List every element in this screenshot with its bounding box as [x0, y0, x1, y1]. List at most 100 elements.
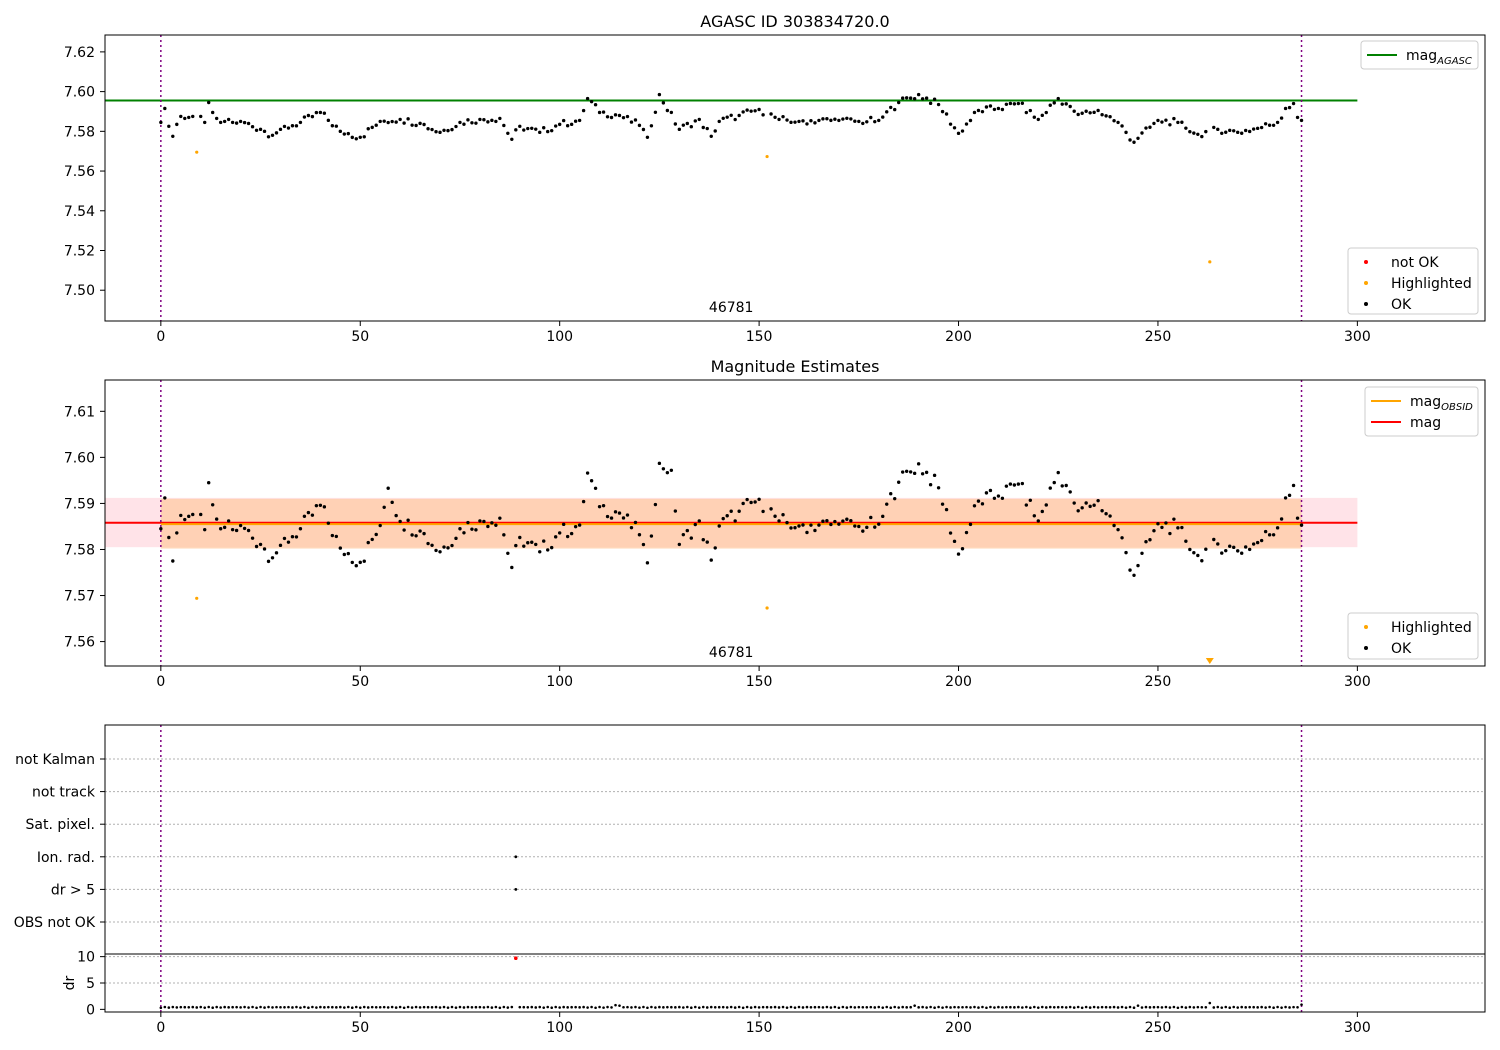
ok-point: [370, 125, 374, 130]
ok-point: [546, 548, 550, 552]
ok-point: [996, 494, 1001, 498]
ok-point: [889, 492, 893, 496]
dr-point: [406, 1005, 410, 1009]
ok-point: [338, 129, 343, 134]
dr-point: [1108, 1005, 1112, 1009]
dr-point: [303, 1005, 306, 1009]
dr-point: [1144, 1005, 1148, 1009]
dr-point: [374, 1005, 378, 1009]
dr-point: [398, 1005, 402, 1009]
ok-point: [1092, 110, 1096, 115]
highlighted-point: [195, 596, 199, 600]
x-tick-label: 300: [1344, 674, 1371, 690]
ok-point: [442, 128, 446, 132]
dr-point: [574, 1005, 577, 1009]
ok-point: [322, 505, 327, 509]
ok-point: [222, 525, 227, 530]
ok-point: [1108, 115, 1112, 119]
ok-point: [187, 514, 191, 519]
dr-point: [853, 1006, 857, 1009]
ok-point: [561, 118, 566, 123]
ok-point: [206, 481, 211, 485]
ok-point: [725, 514, 729, 518]
dr-point: [279, 1005, 282, 1009]
dr-point: [578, 1006, 581, 1009]
ok-point: [1232, 129, 1236, 133]
ok-point: [394, 513, 398, 518]
ok-point: [881, 115, 885, 119]
dr-point: [1284, 1005, 1287, 1009]
dr-point: [678, 1005, 681, 1009]
obsid-label: 46781: [709, 645, 754, 661]
dr-point: [1116, 1006, 1120, 1009]
dr-point: [614, 1003, 617, 1007]
ok-point: [1192, 131, 1196, 135]
ok-point: [685, 121, 690, 126]
ok-point: [326, 521, 331, 525]
ok-point: [282, 124, 287, 129]
ok-point: [793, 120, 797, 124]
x-tick-label: 100: [546, 674, 573, 690]
x-tick-label: 100: [546, 1020, 573, 1036]
legend-label: magAGASC: [1406, 48, 1472, 67]
dr-point: [478, 1005, 482, 1009]
ok-point: [972, 504, 977, 508]
ok-point: [1283, 496, 1288, 500]
ok-point: [486, 524, 490, 529]
dr-point: [725, 1006, 729, 1009]
dr-point: [801, 1006, 805, 1009]
ok-point: [1291, 483, 1296, 488]
ok-point: [833, 519, 837, 524]
ok-point: [175, 531, 179, 535]
ok-point: [1104, 114, 1108, 118]
dr-flagged-point: [514, 956, 518, 961]
ok-point: [649, 534, 654, 538]
dr-point: [1080, 1006, 1084, 1010]
ok-point: [462, 531, 466, 535]
ok-point: [569, 531, 574, 536]
ok-point: [837, 118, 841, 123]
ok-point: [996, 106, 1001, 111]
dr-point: [562, 1005, 565, 1009]
ok-point: [633, 118, 638, 122]
ok-point: [1275, 526, 1280, 530]
ok-point: [641, 542, 646, 547]
dr-point: [845, 1006, 849, 1009]
ok-point: [354, 137, 358, 141]
legend-label-subscript: OBSID: [1441, 402, 1473, 413]
dr-point: [394, 1006, 398, 1009]
ok-point: [1200, 134, 1204, 139]
ok-point: [298, 527, 303, 531]
ok-point: [163, 496, 167, 500]
ok-point: [873, 119, 877, 124]
ok-point: [218, 120, 223, 125]
ok-point: [733, 117, 737, 122]
dr-point: [299, 1006, 302, 1009]
ok-point: [753, 500, 757, 504]
ok-point: [262, 129, 267, 134]
dr-point: [693, 1005, 697, 1009]
dr-point: [171, 1005, 175, 1009]
dr-point: [666, 1005, 669, 1009]
dr-point: [837, 1006, 841, 1010]
ok-point: [203, 120, 207, 125]
ok-point: [183, 517, 187, 522]
ok-point: [334, 534, 339, 539]
ok-point: [506, 131, 510, 136]
dr-point: [538, 1005, 542, 1009]
ok-point: [601, 110, 606, 114]
x-tick-label: 150: [746, 674, 773, 690]
ok-point: [932, 473, 937, 478]
ok-point: [1072, 501, 1076, 505]
dr-point: [203, 1006, 207, 1009]
ok-point: [709, 134, 713, 138]
ok-point: [191, 114, 195, 119]
ok-point: [1052, 480, 1056, 485]
ok-point: [948, 531, 953, 535]
dr-point: [223, 1005, 226, 1009]
ok-point: [402, 121, 406, 125]
ok-point: [1064, 483, 1068, 488]
ok-point: [1251, 127, 1256, 131]
dr-point: [841, 1005, 845, 1009]
ok-point: [354, 564, 358, 568]
